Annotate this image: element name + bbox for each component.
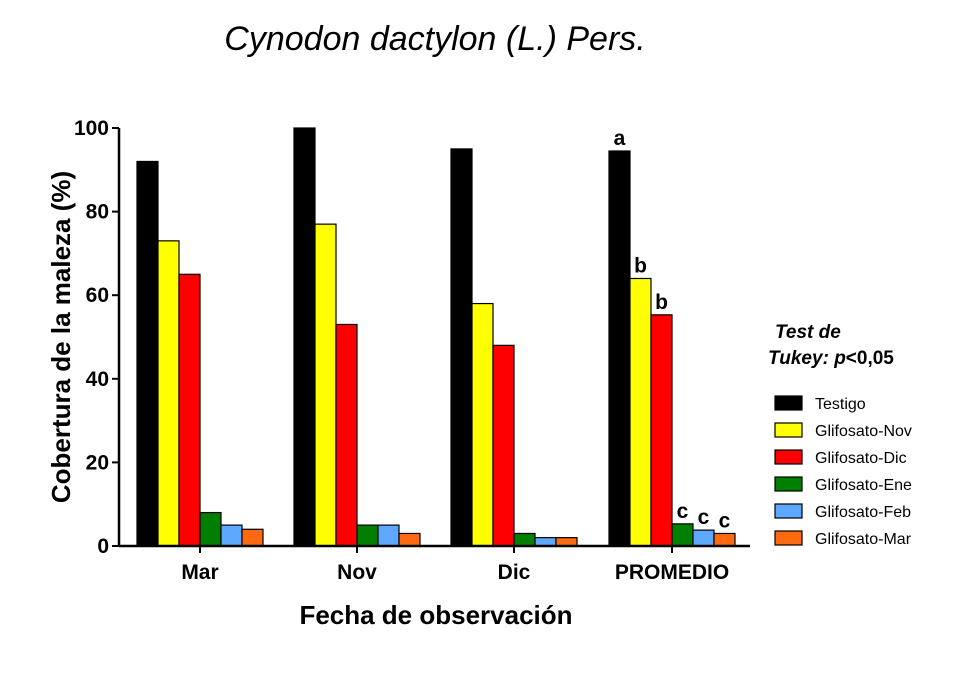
y-tick-label: 80 [86, 201, 109, 224]
legend-items: Testigo Glifosato-Nov Glifosato-Dic Glifosa… [774, 395, 912, 548]
legend-swatch [774, 395, 803, 411]
y-tick-label: 0 [97, 535, 109, 558]
bar-glifosato-mar-promedio [713, 532, 736, 547]
legend-swatch [774, 503, 803, 519]
legend-title-line1: Test de [775, 322, 841, 343]
legend-label: Glifosato-Ene [815, 477, 912, 494]
significance-letter: b [634, 254, 647, 277]
bar-glifosato-feb-promedio [692, 529, 715, 547]
bar-glifosato-nov-mar [157, 240, 180, 547]
bar-testigo-dic [450, 148, 473, 547]
legend-label: Testigo [815, 396, 866, 413]
bar-glifosato-ene-nov [356, 524, 379, 547]
bar-glifosato-nov-dic [471, 302, 494, 547]
legend-label: Glifosato-Dic [815, 450, 907, 467]
bar-glifosato-feb-nov [377, 524, 400, 547]
bar-glifosato-feb-mar [220, 524, 243, 547]
x-axis-title: Fecha de observación [299, 600, 572, 630]
significance-letter: c [719, 509, 731, 532]
bar-glifosato-nov-promedio [629, 277, 652, 547]
legend-swatch [774, 530, 803, 546]
bar-glifosato-ene-mar [199, 511, 222, 547]
legend-swatch [774, 422, 803, 438]
significance-letter: c [677, 500, 689, 523]
y-axis: 0 20 40 60 80 100 [74, 117, 121, 558]
y-tick-label: 40 [86, 368, 109, 391]
legend: Test de Tukey: p<0,05 Testigo Glifosato-N… [768, 322, 912, 548]
legend-swatch [774, 449, 803, 465]
significance-letter: c [698, 506, 710, 529]
significance-letter: b [655, 291, 668, 314]
legend-label: Glifosato-Mar [815, 531, 912, 548]
bar-testigo-promedio [608, 150, 631, 547]
x-tick-label: Mar [181, 561, 218, 584]
bar-glifosato-dic-promedio [650, 314, 673, 547]
y-tick-label: 100 [74, 117, 109, 140]
bar-glifosato-ene-dic [513, 532, 536, 547]
x-tick-label: Nov [337, 561, 377, 584]
y-tick-label: 20 [86, 451, 109, 474]
chart-title: Cynodon dactylon (L.) Pers. [224, 20, 645, 58]
legend-title-p: p [833, 348, 846, 369]
legend-label: Glifosato-Feb [815, 504, 911, 521]
significance-letter: a [614, 127, 626, 150]
bar-glifosato-mar-dic [555, 537, 578, 547]
bar-glifosato-ene-promedio [671, 523, 694, 547]
x-axis: Mar Nov Dic PROMEDIO [119, 544, 750, 584]
x-tick-label: Dic [498, 561, 531, 584]
legend-swatch [774, 476, 803, 492]
bar-glifosato-feb-dic [534, 537, 557, 547]
bar-testigo-nov [293, 127, 316, 547]
legend-label: Glifosato-Nov [815, 423, 912, 440]
legend-title-prefix: Tukey: [768, 348, 834, 369]
y-axis-title: Cobertura de la maleza (%) [46, 171, 76, 503]
bar-glifosato-mar-mar [241, 528, 264, 547]
legend-title-line2: Tukey: p<0,05 [768, 348, 894, 369]
bar-testigo-mar [136, 160, 159, 547]
bar-glifosato-dic-mar [178, 273, 201, 547]
x-tick-label: PROMEDIO [615, 561, 729, 584]
legend-title-suffix: <0,05 [846, 348, 895, 369]
y-tick-label: 60 [86, 284, 109, 307]
bar-glifosato-dic-dic [492, 344, 515, 547]
bar-glifosato-nov-nov [314, 223, 337, 547]
bar-glifosato-mar-nov [398, 532, 421, 547]
bar-glifosato-dic-nov [335, 323, 358, 547]
